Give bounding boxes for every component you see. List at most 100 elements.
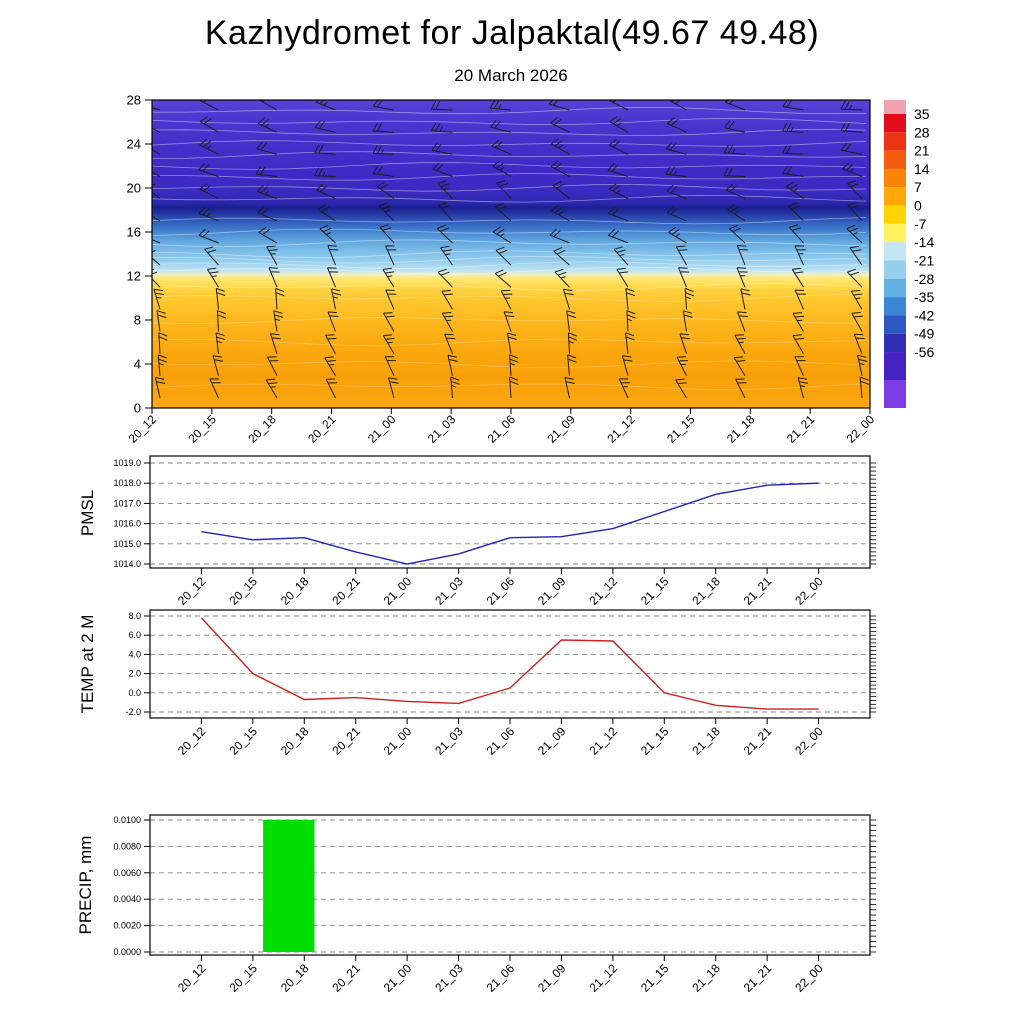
wind-barb (666, 184, 687, 200)
wind-barb (667, 100, 687, 111)
wind-barb (740, 288, 751, 310)
wind-barb (327, 267, 339, 288)
wind-barb (376, 181, 395, 200)
height-tick-label: 8 (134, 313, 141, 328)
y-tick-label: 2.0 (128, 669, 141, 679)
wind-barb (275, 287, 285, 310)
time-tick-label: 21_06 (484, 724, 518, 758)
wind-barb (490, 119, 512, 133)
contour-line (152, 316, 867, 325)
y-tick-label: 1017.0 (113, 498, 141, 508)
wind-barb (199, 183, 219, 200)
colorbar-label: -7 (914, 216, 927, 232)
wind-barb (847, 268, 863, 288)
wind-barb (265, 378, 278, 399)
wind-barb (625, 332, 635, 354)
wind-barb (273, 310, 284, 332)
wind-barb (678, 267, 690, 288)
wind-barb (327, 311, 339, 332)
time-tick-label: 21_15 (638, 961, 672, 995)
wind-barb (563, 288, 574, 310)
time-tick-label: 21_00 (381, 574, 415, 608)
y-tick-label: 0.0020 (113, 921, 141, 931)
height-tick-label: 0 (134, 401, 141, 416)
time-tick-label: 20_15 (227, 574, 261, 608)
wind-barb (496, 180, 512, 199)
wind-barb (206, 267, 219, 288)
wind-barb (383, 312, 395, 332)
wind-barb (199, 138, 219, 155)
colorbar-label: 21 (914, 143, 930, 159)
wind-barb (385, 245, 397, 266)
page-title: Kazhydromet for Jalpaktal(49.67 49.48) (204, 14, 820, 52)
y-tick-label: 0.0060 (113, 868, 141, 878)
time-tick-label: 21_03 (432, 724, 466, 758)
time-tick-label: 21_00 (381, 961, 415, 995)
time-tick-label: 21_09 (535, 574, 569, 608)
colorbar-segment (884, 114, 906, 133)
colorbar-segment (884, 260, 906, 279)
date-subtitle: 20 March 2026 (454, 66, 568, 85)
wind-barb (156, 310, 167, 332)
wind-barb (840, 142, 863, 155)
wind-barb (509, 376, 519, 399)
wind-barb (727, 204, 746, 222)
contour-line (152, 294, 867, 302)
colorbar-label: 35 (914, 106, 930, 122)
colorbar-segment (884, 352, 906, 380)
wind-barb (437, 268, 453, 288)
time-tick-label: 20_12 (126, 412, 160, 446)
wind-barb (857, 354, 868, 376)
contour-line (152, 255, 867, 264)
wind-barb (792, 312, 805, 332)
wind-barb (257, 206, 278, 222)
time-tick-label: 21_12 (587, 574, 621, 608)
time-tick-label: 20_18 (245, 412, 279, 446)
wind-barb (794, 245, 806, 266)
wind-barb (199, 100, 219, 111)
colorbar-segment (884, 168, 906, 188)
colorbar-segment (884, 223, 906, 243)
wind-barb (550, 117, 570, 133)
height-tick-label: 28 (127, 93, 141, 108)
wind-barb (782, 165, 804, 177)
colorbar-label: -49 (914, 326, 934, 342)
colorbar-segment (884, 333, 906, 353)
time-tick-label: 21_12 (604, 412, 638, 446)
wind-barb (270, 333, 281, 354)
time-tick-label: 22_00 (844, 412, 878, 446)
colorbar-segment (884, 205, 906, 224)
time-tick-label: 21_15 (638, 724, 672, 758)
temp-panel: 8.0 6.0 4.0 2.0 0.0 -2.0 20_12 20_15 20_18 20_21 2… (125, 609, 876, 758)
time-tick-label: 21_06 (485, 412, 519, 446)
wind-barb (846, 224, 863, 244)
contour-line (152, 162, 867, 170)
wind-barb (382, 267, 395, 288)
wind-barb (385, 289, 397, 310)
time-tick-label: 21_03 (432, 961, 466, 995)
wind-barb (324, 356, 336, 377)
wind-barb (618, 378, 630, 399)
wind-barb (198, 206, 219, 222)
colorbar-label: 28 (914, 124, 930, 140)
wind-barb (216, 310, 227, 332)
y-tick-label: 1018.0 (113, 478, 141, 488)
contour-line (152, 151, 867, 159)
y-tick-label: 1016.0 (113, 519, 141, 529)
time-tick-label: 21_15 (664, 412, 698, 446)
wind-barb (675, 245, 688, 266)
time-tick-label: 21_06 (484, 574, 518, 608)
wind-barb (607, 206, 629, 222)
time-tick-label: 20_21 (305, 412, 339, 446)
wind-barb (552, 181, 570, 199)
contour-line (152, 239, 867, 248)
wind-barb (215, 288, 226, 310)
wind-barb (441, 289, 453, 310)
time-tick-label: 20_18 (278, 574, 312, 608)
wind-barb (314, 144, 336, 155)
colorbar-label: -35 (914, 289, 934, 305)
y-tick-label: 0.0080 (113, 841, 141, 851)
y-tick-label: -2.0 (125, 707, 141, 717)
wind-barb (492, 160, 512, 177)
